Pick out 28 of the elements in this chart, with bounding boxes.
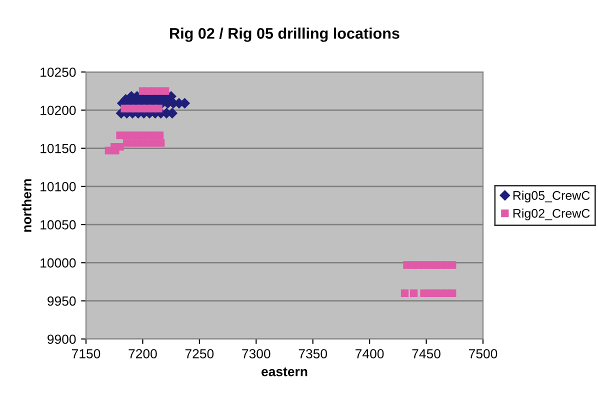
point [448,261,456,269]
x-tick-label: 7300 [242,349,270,358]
y-tick-label: 10000 [40,258,76,268]
x-tick-label: 7450 [412,349,440,358]
y-tick-label: 9950 [48,296,76,306]
point [162,87,170,95]
y-tick-label: 10100 [40,182,76,192]
point [154,104,162,112]
x-tick-label: 7250 [185,349,214,358]
y-tick-label: 10050 [40,220,76,230]
y-tick-label: 9900 [48,334,76,344]
point [448,289,456,298]
x-axis-title: eastern [262,368,308,376]
y-tick-label: 10250 [40,68,76,77]
legend-label: Rig05_CrewC [513,190,590,202]
legend-label: Rig02_CrewC [513,208,590,220]
point [157,139,165,147]
x-tick-label: 7400 [356,349,384,358]
point [410,289,418,298]
chart-title: Rig 02 / Rig 05 drilling locations [170,28,400,42]
x-tick-label: 7150 [72,349,100,358]
x-tick-label: 7350 [298,349,328,358]
x-tick-label: 7200 [128,349,157,358]
x-tick-label: 7500 [469,349,498,358]
y-tick-label: 10150 [40,144,76,154]
point [400,289,409,298]
y-axis-title: northern [22,179,32,232]
y-tick-label: 10200 [40,106,76,116]
